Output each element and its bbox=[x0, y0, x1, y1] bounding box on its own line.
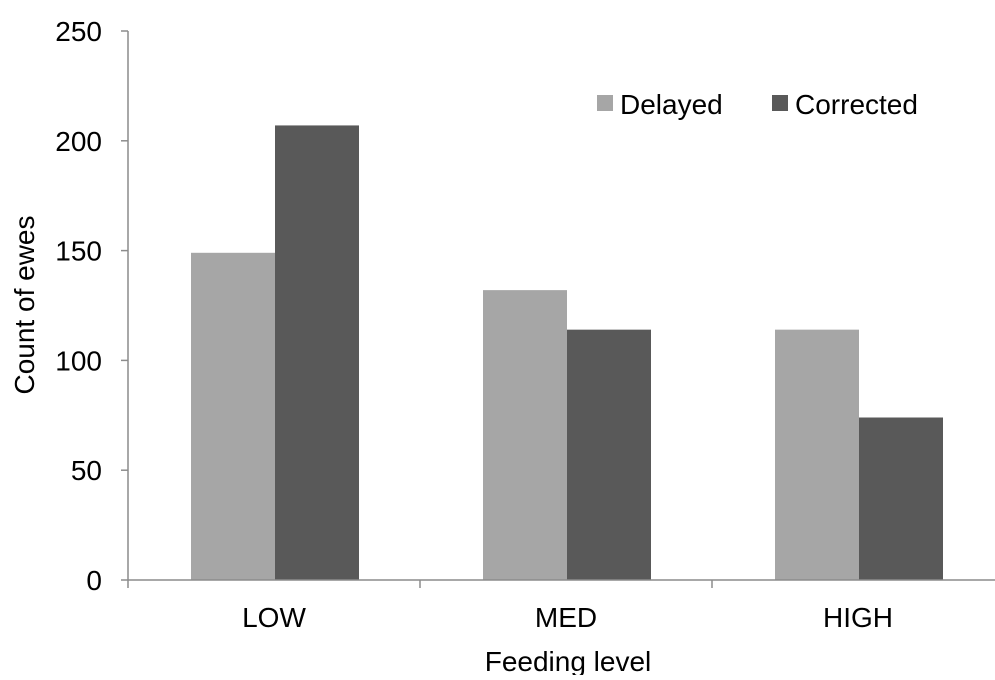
x-tick-label: MED bbox=[535, 602, 597, 633]
legend-label-corrected: Corrected bbox=[795, 89, 918, 120]
y-axis-title: Count of ewes bbox=[9, 216, 40, 395]
legend-swatch-delayed bbox=[597, 95, 613, 111]
x-tick-label: LOW bbox=[242, 602, 306, 633]
bar-delayed-high bbox=[775, 329, 859, 580]
y-tick-label: 250 bbox=[55, 16, 102, 47]
bar-corrected-low bbox=[275, 125, 359, 580]
y-ticks: 0 50 100 150 200 250 bbox=[55, 16, 128, 596]
bars-layer bbox=[191, 125, 943, 580]
x-ticks: LOW MED HIGH bbox=[127, 580, 893, 633]
legend-swatch-corrected bbox=[772, 95, 788, 111]
y-tick-label: 0 bbox=[86, 565, 102, 596]
bar-delayed-low bbox=[191, 252, 275, 580]
y-tick-label: 50 bbox=[71, 455, 102, 486]
legend-label-delayed: Delayed bbox=[620, 89, 723, 120]
x-axis-title: Feeding level bbox=[485, 646, 652, 675]
bar-corrected-med bbox=[567, 329, 651, 580]
x-tick-label: HIGH bbox=[823, 602, 893, 633]
bar-corrected-high bbox=[859, 417, 943, 580]
legend: Delayed Corrected bbox=[597, 89, 918, 120]
bar-delayed-med bbox=[483, 290, 567, 580]
y-tick-label: 150 bbox=[55, 236, 102, 267]
y-tick-label: 100 bbox=[55, 345, 102, 376]
axes-layer bbox=[127, 31, 995, 581]
y-tick-label: 200 bbox=[55, 126, 102, 157]
